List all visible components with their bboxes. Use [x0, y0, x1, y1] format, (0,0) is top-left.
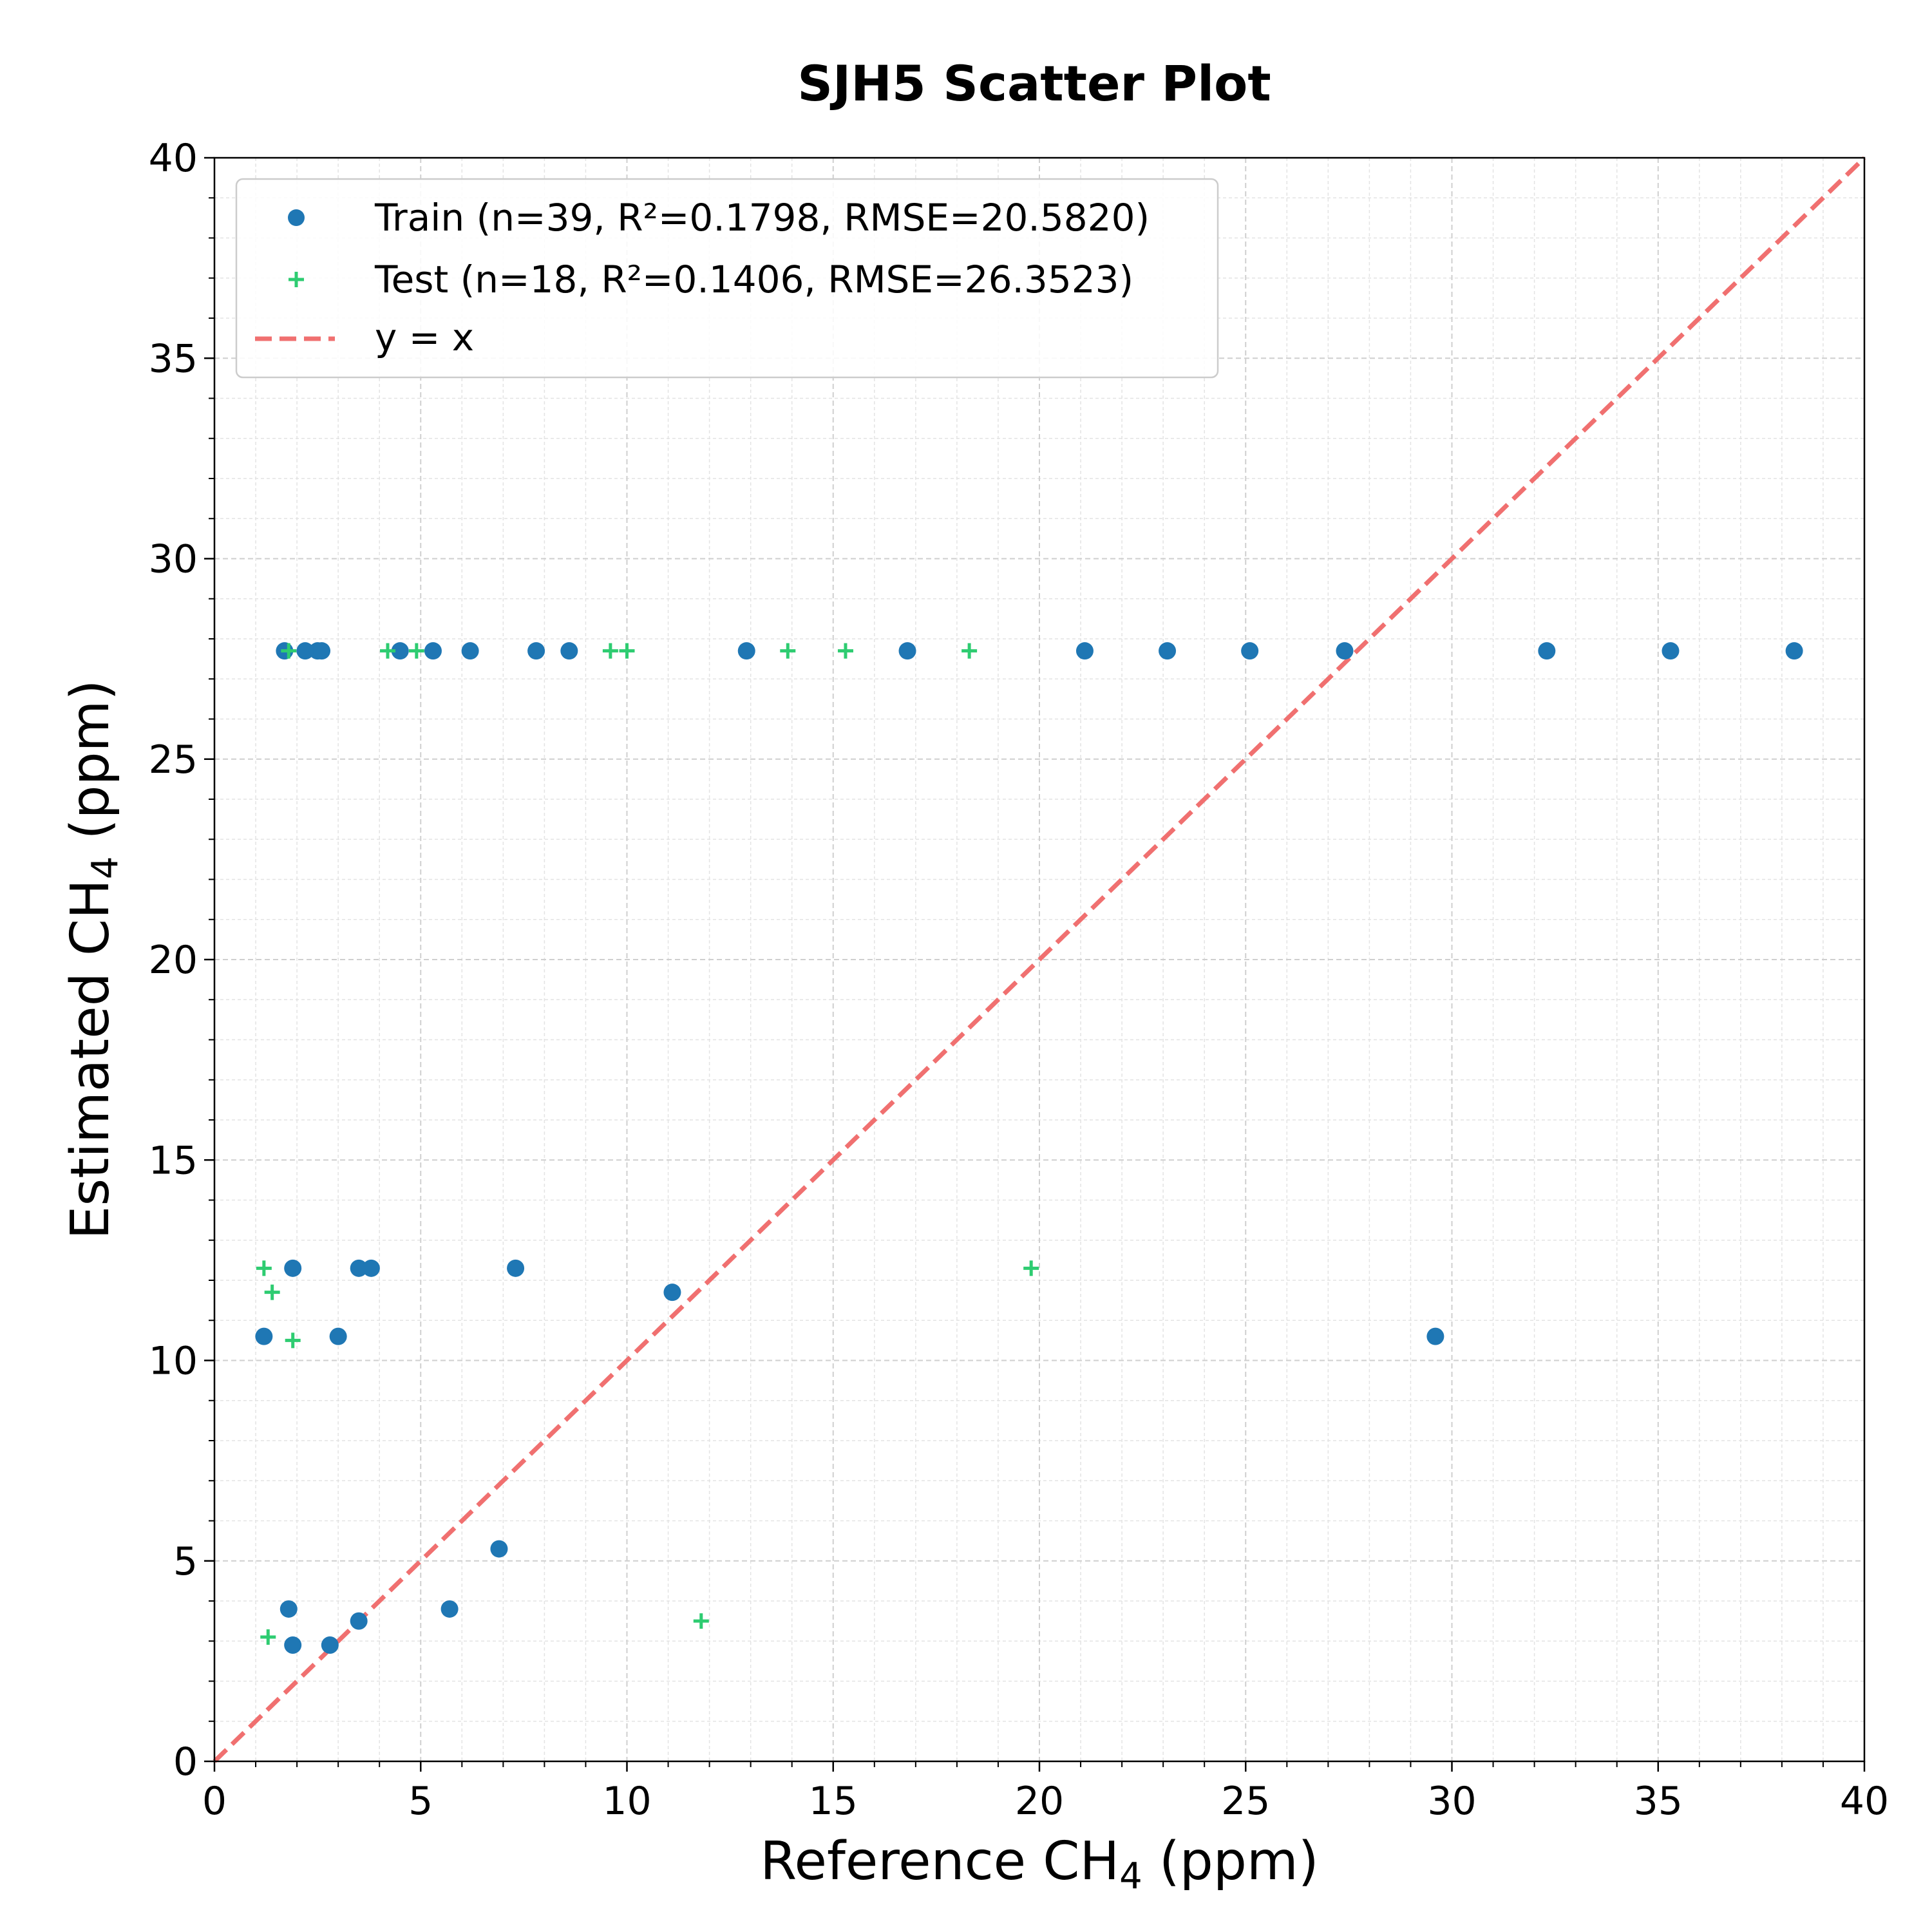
x-axis-ticks: 0 5 10 15 20 25 30 35 40: [202, 1761, 1889, 1824]
train-point: [255, 1327, 273, 1345]
y-tick-label: 25: [149, 737, 198, 782]
x-axis-label-main: Reference CH: [760, 1831, 1119, 1892]
train-point: [321, 1636, 339, 1654]
train-point: [1662, 642, 1680, 660]
train-point: [1538, 642, 1556, 660]
x-tick-label: 0: [202, 1779, 227, 1824]
y-tick-label: 15: [149, 1138, 198, 1183]
train-point: [329, 1327, 347, 1345]
train-point: [296, 642, 314, 660]
train-point: [737, 642, 755, 660]
y-tick-label: 10: [149, 1339, 198, 1384]
test-point: [837, 643, 853, 659]
y-axis-label-unit: (ppm): [60, 680, 121, 857]
y-tick-label: 30: [149, 537, 198, 582]
train-point: [350, 1259, 368, 1277]
train-point: [527, 642, 545, 660]
train-point: [391, 642, 409, 660]
plot-frame: [213, 156, 1866, 1763]
test-point: [1023, 1260, 1039, 1276]
legend: Train (n=39, R²=0.1798, RMSE=20.5820) Te…: [235, 178, 1219, 379]
train-point: [1075, 642, 1094, 660]
train-point: [284, 1636, 302, 1654]
legend-test-marker: [289, 272, 304, 287]
y-axis-label-main: Estimated CH: [60, 879, 121, 1239]
x-tick-label: 35: [1634, 1779, 1683, 1824]
train-point: [490, 1540, 508, 1558]
y-tick-label: 20: [149, 938, 198, 983]
identity-line: [213, 156, 1866, 1763]
x-tick-label: 25: [1221, 1779, 1270, 1824]
train-point: [1241, 642, 1259, 660]
legend-train-label: Train (n=39, R²=0.1798, RMSE=20.5820): [374, 196, 1150, 240]
test-point: [281, 643, 297, 659]
test-point: [285, 1332, 301, 1349]
legend-identity-label: y = x: [375, 316, 474, 359]
test-point: [408, 643, 424, 659]
train-point: [1426, 1327, 1444, 1345]
train-point: [424, 642, 442, 660]
y-tick-label: 5: [173, 1539, 198, 1584]
chart-title: SJH5 Scatter Plot: [797, 55, 1271, 112]
train-point: [1785, 642, 1803, 660]
x-tick-label: 30: [1427, 1779, 1476, 1824]
x-tick-label: 20: [1015, 1779, 1064, 1824]
train-point: [284, 1259, 302, 1277]
y-axis-label: Estimated CH4 (ppm): [60, 680, 126, 1240]
x-tick-label: 15: [809, 1779, 858, 1824]
x-axis-label: Reference CH4 (ppm): [760, 1831, 1319, 1897]
train-point: [440, 1600, 459, 1618]
legend-train-marker: [288, 209, 305, 226]
legend-test-label: Test (n=18, R²=0.1406, RMSE=26.3523): [374, 258, 1133, 301]
legend-box: [235, 178, 1219, 379]
train-point: [1336, 642, 1354, 660]
x-tick-label: 5: [408, 1779, 433, 1824]
train-point: [313, 642, 331, 660]
y-tick-label: 35: [149, 336, 198, 381]
x-tick-label: 10: [602, 1779, 651, 1824]
train-point: [663, 1283, 681, 1302]
train-point: [898, 642, 916, 660]
y-axis-ticks: 0 5 10 15 20 25 30 35 40: [149, 136, 214, 1785]
train-point: [1159, 642, 1177, 660]
x-tick-label: 40: [1840, 1779, 1889, 1824]
test-point: [380, 643, 396, 659]
y-tick-label: 40: [149, 136, 198, 181]
test-point: [693, 1613, 709, 1629]
test-point: [619, 643, 635, 659]
y-tick-label: 0: [173, 1739, 198, 1785]
x-axis-label-unit: (ppm): [1142, 1831, 1319, 1892]
train-point: [279, 1600, 298, 1618]
test-point: [260, 1629, 276, 1645]
test-point: [602, 643, 618, 659]
x-axis-label-subscript: 4: [1119, 1855, 1142, 1897]
test-point: [780, 643, 796, 659]
test-point: [961, 643, 978, 659]
train-point: [461, 642, 479, 660]
train-point: [350, 1612, 368, 1630]
train-point: [362, 1259, 380, 1277]
test-point: [264, 1284, 280, 1300]
y-axis-label-subscript: 4: [84, 857, 126, 880]
test-point: [256, 1260, 272, 1276]
train-point: [507, 1259, 525, 1277]
train-point: [560, 642, 578, 660]
plot-marks: [213, 156, 1866, 1763]
